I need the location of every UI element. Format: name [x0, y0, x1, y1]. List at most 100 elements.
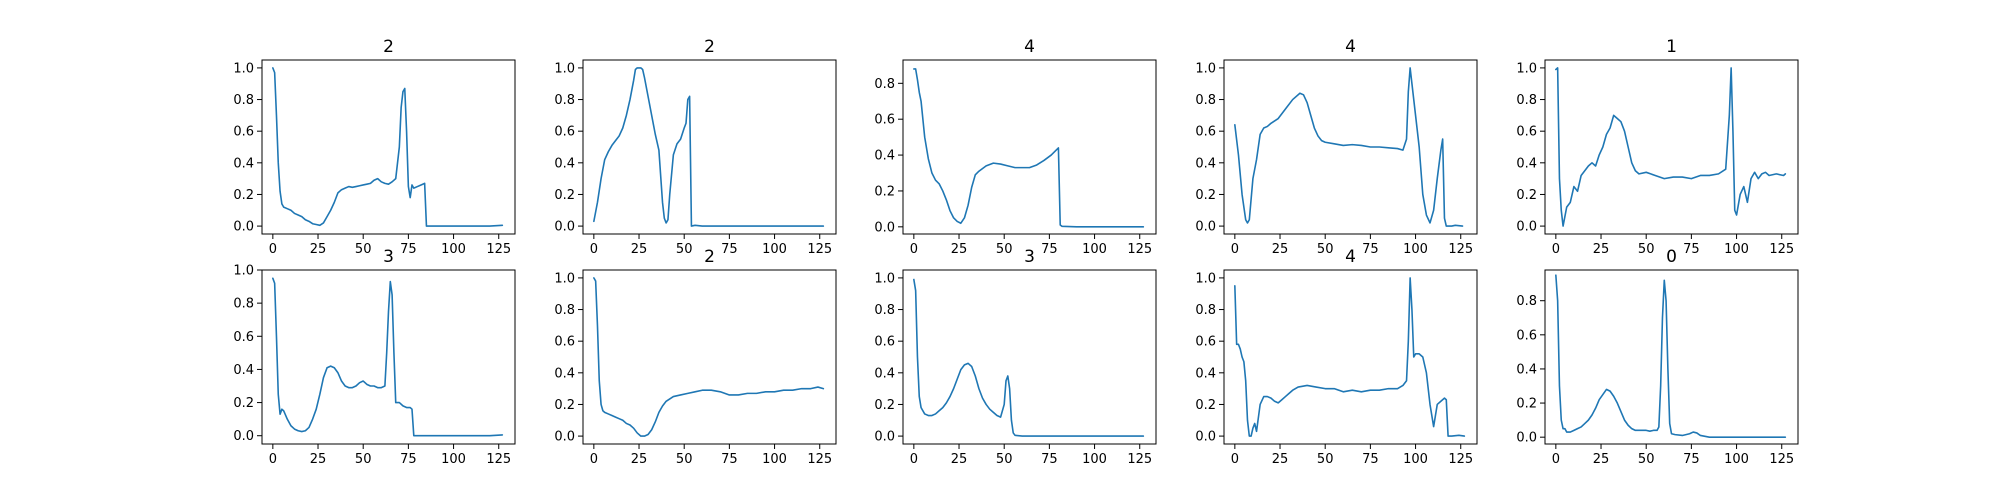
subplot-title: 2: [704, 247, 715, 267]
y-tick-label: 0.6: [554, 335, 575, 350]
y-tick-label: 0.8: [874, 77, 895, 92]
subplot-8: 3 0 25 50 75 100 125 0.0 0.2 0.4 0.6 0.8 1.0: [874, 247, 1157, 467]
subplot-title: 3: [383, 247, 394, 267]
axes-frame: [582, 59, 837, 235]
x-tick-label: 0: [590, 452, 598, 467]
y-tick-label: 0.2: [1516, 397, 1537, 412]
x-tick-label: 75: [1362, 452, 1379, 467]
x-tick-label: 25: [1593, 452, 1610, 467]
subplot-7: 2 0 25 50 75 100 125 0.0 0.2 0.4 0.6 0.8 1.0: [554, 247, 837, 467]
x-tick-label: 0: [910, 452, 918, 467]
axes-frame: [902, 59, 1157, 235]
y-tick-label: 0.8: [554, 93, 575, 108]
x-tick-label: 75: [1683, 242, 1700, 257]
x-tick-label: 50: [996, 452, 1013, 467]
subplot-title: 2: [704, 37, 715, 57]
y-tick-label: 1.0: [1195, 271, 1216, 286]
x-tick-label: 125: [1769, 452, 1794, 467]
y-tick-label: 0.2: [874, 398, 895, 413]
subplot-title: 2: [383, 37, 394, 57]
y-tick-label: 1.0: [874, 271, 895, 286]
y-tick-label: 1.0: [554, 271, 575, 286]
x-tick-label: 100: [441, 242, 466, 257]
x-tick-label: 125: [1448, 452, 1473, 467]
x-tick-label: 25: [1593, 242, 1610, 257]
y-tick-label: 0.4: [874, 366, 895, 381]
axes-frame: [902, 269, 1157, 445]
axes-frame: [582, 269, 837, 445]
y-tick-label: 0.8: [1516, 294, 1537, 309]
subplot-10: 0 0 25 50 75 100 125 0.0 0.2 0.4 0.6 0.8: [1516, 247, 1799, 467]
y-tick-label: 1.0: [1195, 61, 1216, 76]
y-tick-label: 1.0: [233, 61, 254, 76]
y-tick-label: 0.6: [1516, 328, 1537, 343]
y-tick-label: 0.2: [1195, 398, 1216, 413]
x-tick-label: 125: [807, 452, 832, 467]
y-tick-label: 0.8: [1516, 93, 1537, 108]
y-tick-label: 0.2: [554, 188, 575, 203]
y-tick-label: 1.0: [1516, 61, 1537, 76]
y-tick-label: 1.0: [233, 264, 254, 279]
y-tick-label: 0.0: [1195, 430, 1216, 445]
y-tick-label: 0.0: [874, 430, 895, 445]
y-tick-label: 0.0: [554, 430, 575, 445]
subplot-title: 4: [1024, 37, 1035, 57]
series-line: [272, 277, 504, 437]
x-tick-label: 75: [1041, 242, 1058, 257]
series-line: [1234, 277, 1466, 437]
y-tick-label: 0.8: [874, 303, 895, 318]
x-tick-label: 0: [269, 242, 277, 257]
x-tick-label: 100: [1082, 242, 1107, 257]
y-tick-label: 0.0: [233, 429, 254, 444]
series-line: [593, 67, 825, 227]
series-line: [1555, 67, 1787, 227]
y-tick-label: 0.2: [554, 398, 575, 413]
x-tick-label: 125: [486, 242, 511, 257]
x-tick-label: 50: [355, 242, 372, 257]
subplot-title: 4: [1345, 247, 1356, 267]
y-tick-label: 0.4: [1195, 156, 1216, 171]
x-tick-label: 50: [676, 452, 693, 467]
y-tick-label: 0.0: [874, 220, 895, 235]
x-tick-label: 25: [310, 452, 327, 467]
subplot-4: 4 0 25 50 75 100 125 0.0 0.2 0.4 0.6 0.8 1.0: [1195, 37, 1478, 257]
x-tick-label: 75: [1683, 452, 1700, 467]
subplot-9: 4 0 25 50 75 100 125 0.0 0.2 0.4 0.6 0.8 1.0: [1195, 247, 1478, 467]
x-tick-label: 100: [1082, 452, 1107, 467]
x-tick-label: 100: [1403, 242, 1428, 257]
y-tick-label: 1.0: [554, 61, 575, 76]
axes-frame: [1223, 59, 1478, 235]
y-tick-label: 0.6: [233, 330, 254, 345]
y-tick-label: 0.0: [233, 220, 254, 235]
subplot-6: 3 0 25 50 75 100 125 0.0 0.2 0.4 0.6 0.8 1.0: [233, 247, 516, 467]
x-tick-label: 25: [1272, 452, 1289, 467]
axes-frame: [261, 59, 516, 235]
subplot-5: 1 0 25 50 75 100 125 0.0 0.2 0.4 0.6 0.8 1.0: [1516, 37, 1799, 257]
subplot-2: 2 0 25 50 75 100 125 0.0 0.2 0.4 0.6 0.8 1.0: [554, 37, 837, 257]
x-tick-label: 125: [1127, 242, 1152, 257]
y-tick-label: 0.2: [1516, 188, 1537, 203]
x-tick-label: 50: [676, 242, 693, 257]
y-tick-label: 0.2: [874, 184, 895, 199]
x-tick-label: 125: [486, 452, 511, 467]
axes-frame: [261, 269, 516, 445]
x-tick-label: 125: [1769, 242, 1794, 257]
x-tick-label: 50: [1638, 242, 1655, 257]
x-tick-label: 75: [400, 242, 417, 257]
x-tick-label: 50: [1638, 452, 1655, 467]
subplot-title: 1: [1666, 37, 1677, 57]
y-tick-label: 0.4: [233, 156, 254, 171]
subplot-3: 4 0 25 50 75 100 125 0.0 0.2 0.4 0.6 0.8: [874, 37, 1157, 257]
x-tick-label: 75: [721, 242, 738, 257]
x-tick-label: 125: [1448, 242, 1473, 257]
x-tick-label: 100: [441, 452, 466, 467]
series-line: [913, 278, 1145, 437]
y-tick-label: 0.4: [1516, 156, 1537, 171]
x-tick-label: 100: [1724, 242, 1749, 257]
y-tick-label: 0.8: [233, 93, 254, 108]
y-tick-label: 0.4: [554, 366, 575, 381]
x-tick-label: 0: [1231, 452, 1239, 467]
y-tick-label: 0.4: [1516, 362, 1537, 377]
y-tick-label: 0.4: [1195, 366, 1216, 381]
x-tick-label: 50: [1317, 242, 1334, 257]
